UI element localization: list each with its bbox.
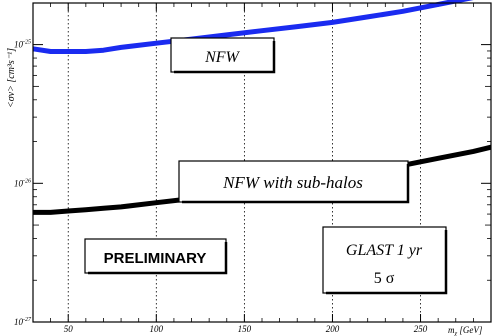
- x-axis-label: mχ [GeV]: [448, 325, 483, 336]
- glast-label: GLAST 1 yr: [346, 242, 423, 259]
- x-tick-label: 50: [64, 324, 74, 334]
- x-tick-label: 250: [414, 324, 428, 334]
- y-tick-label: 10-27: [14, 317, 32, 327]
- x-axis-label-sub: χ: [454, 331, 458, 336]
- subhalo-label-box: NFW with sub-halos: [178, 160, 410, 204]
- nfw-series-line: [32, 0, 474, 54]
- x-tick-label: 150: [238, 324, 252, 334]
- x-axis-label-m: m: [448, 325, 455, 335]
- nfw-label-box: NFW: [170, 37, 276, 74]
- preliminary-label: PRELIMINARY: [104, 250, 207, 267]
- plot-frame: [32, 2, 492, 323]
- x-tick-label: 200: [326, 324, 340, 334]
- x-tick-label: 100: [150, 324, 164, 334]
- glast-box: GLAST 1 yr 5 σ: [322, 226, 448, 295]
- y-tick-label: 10-25: [14, 40, 31, 50]
- nfw-label: NFW: [204, 49, 240, 66]
- subhalo-label: NFW with sub-halos: [222, 173, 363, 192]
- sigma-label: 5 σ: [374, 270, 395, 287]
- y-axis-label: <σv> [cm³s⁻¹]: [6, 48, 17, 108]
- y-tick-label: 10-26: [14, 178, 31, 188]
- x-axis-label-unit: [GeV]: [459, 325, 482, 335]
- svg-text:mχ [GeV]: mχ [GeV]: [448, 325, 483, 336]
- preliminary-box: PRELIMINARY: [84, 238, 228, 275]
